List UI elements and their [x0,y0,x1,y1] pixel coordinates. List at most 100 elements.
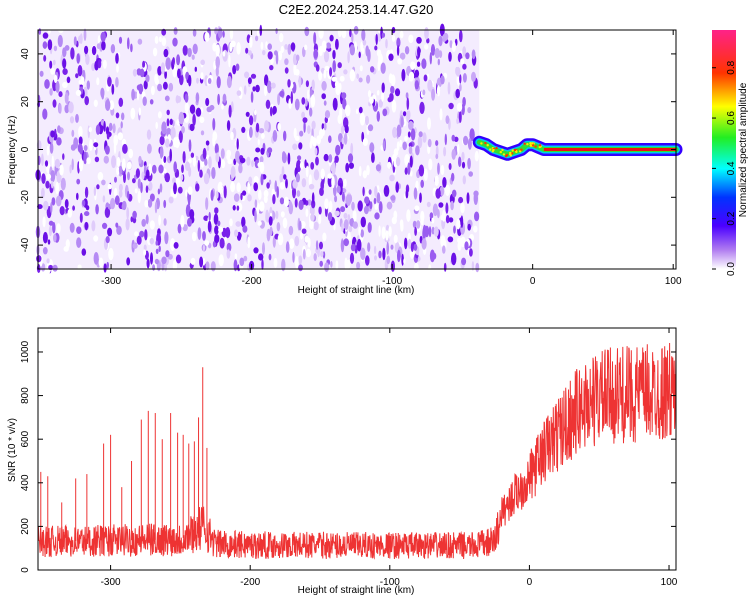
spectrogram-noise-blob [102,59,107,69]
spectrogram-noise-blob [158,245,161,252]
spectrogram-noise-blob [229,218,233,227]
spectrogram-noise-blob [239,157,246,164]
spectrogram-noise-blob [296,190,301,197]
spectrogram-noise-blob [109,100,115,111]
spectrogram-noise-blob [461,161,466,169]
spectrogram-noise-blob [378,99,383,108]
spectrogram-noise-blob [195,107,202,117]
spectrogram-noise-blob [310,136,315,144]
spectrogram-noise-blob [423,168,428,181]
spectrogram-noise-blob [261,258,264,270]
spectrogram-noise-blob [376,90,380,96]
spectrogram-noise-blob [435,140,439,147]
spectrogram-noise-blob [361,29,366,41]
spectrogram-noise-blob [254,109,257,116]
spectrogram-noise-blob [335,144,341,156]
spectrogram-noise-blob [51,180,54,189]
spectrogram-noise-blob [367,124,374,132]
spectrogram-noise-blob [43,200,49,211]
spectrogram-noise-blob [255,122,260,133]
spectrogram-noise-blob [123,171,126,184]
spectrogram-noise-blob [313,221,319,231]
spectrogram-noise-blob [332,49,336,60]
spectrogram-noise-blob [340,125,345,135]
spectrogram-noise-blob [214,225,219,235]
spectrogram-noise-blob [288,200,292,206]
spectrogram-noise-blob [163,81,168,90]
spectrogram-noise-blob [72,205,75,211]
spectrogram-noise-blob [163,48,169,58]
spectrogram-noise-blob [307,125,311,135]
spectrogram-noise-blob [327,173,333,179]
spectrogram-noise-blob [469,128,475,142]
spectrogram-noise-blob [41,153,44,166]
snr-spikes [40,367,208,542]
spectrogram-noise-blob [71,129,75,137]
spectrogram-noise-blob [249,36,253,48]
spectrogram-noise-blob [280,45,284,54]
spectrogram-noise-blob [409,155,413,168]
spectrogram-noise-blob [322,128,325,136]
spectrogram-noise-blob [94,60,99,71]
spectrogram-noise-blob [254,209,257,223]
spectrogram-noise-blob [376,111,380,122]
spectrogram-noise-blob [294,198,298,208]
spectrogram-noise-blob [328,200,333,212]
spectrogram-noise-blob [235,63,240,71]
spectrogram-noise-blob [147,198,153,208]
spectrogram-noise-blob [43,55,47,62]
spectrogram-noise-blob [188,74,192,87]
spectrogram-noise-blob [177,223,182,234]
spectrogram-noise-blob [214,143,219,155]
spectrogram-noise-blob [404,46,410,55]
spectrogram-noise-blob [391,35,396,42]
spectrogram-noise-blob [339,75,345,82]
spectrogram-noise-blob [202,147,207,160]
spectrogram-noise-blob [382,140,386,150]
spectrogram-noise-blob [360,229,365,238]
spectrogram-noise-blob [327,212,333,222]
spectrogram-noise-blob [248,115,254,126]
spectrogram-noise-blob [236,182,241,193]
spectrogram-noise-blob [202,257,206,266]
spectrogram-noise-blob [168,82,174,92]
signal-speckle [538,145,541,149]
spectrogram-noise-blob [313,49,319,59]
spectrogram-noise-blob [114,195,120,206]
spectrogram-noise-blob [451,148,456,160]
spectrogram-noise-blob [256,28,260,37]
spectrogram-noise-blob [159,146,164,159]
spectrogram-noise-blob [473,225,478,233]
spectrogram-noise-blob [56,137,62,146]
spectrogram-noise-blob [145,169,150,179]
spectrogram-noise-blob [108,122,113,132]
spectrogram-noise-blob [400,222,404,232]
spectrogram-noise-blob [404,237,408,250]
spectrogram-noise-blob [157,66,162,76]
x-tick-label: -200 [242,276,262,287]
spectrogram-noise-blob [257,162,263,168]
spectrogram-noise-blob [416,220,421,229]
colorbar-tick-label: 0.0 [726,262,737,276]
spectrogram-noise-blob [295,256,299,269]
spectrogram-noise-blob [91,45,97,56]
spectrogram-noise-blob [247,181,251,194]
spectrogram-noise-blob [226,75,232,89]
spectrogram-noise-blob [209,104,215,111]
spectrogram-noise-blob [284,67,289,74]
spectrogram-noise-blob [462,46,467,57]
signal-speckle [531,142,534,145]
spectrogram-noise-blob [155,248,159,254]
spectrogram-noise-blob [459,83,462,92]
spectrogram-noise-blob [136,84,142,91]
spectrogram-noise-blob [429,52,432,65]
spectrogram-noise-blob [390,195,396,201]
spectrogram-noise-blob [164,264,168,272]
spectrogram-noise-blob [176,54,181,66]
spectrogram-noise-blob [321,80,327,91]
spectrogram-noise-blob [315,156,319,166]
spectrogram-noise-blob [69,164,72,174]
spectrogram-noise-blob [374,212,380,220]
spectrogram-noise-blob [48,225,53,237]
spectrogram-noise-blob [82,199,86,207]
